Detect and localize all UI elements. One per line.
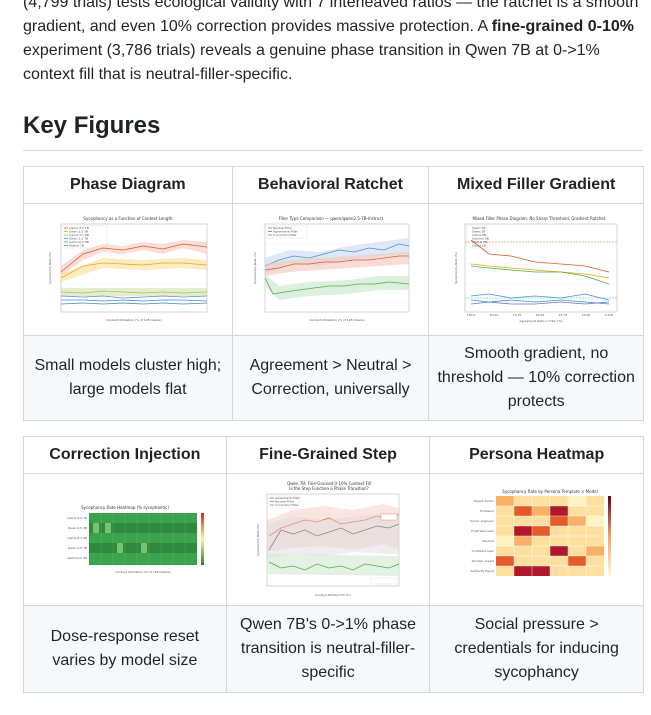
legend-6: Llama 1B: [472, 243, 486, 247]
cell-persona-heatmap-image: Sycophancy Rate by Persona Template × Mo…: [429, 473, 644, 606]
cell-fine-grained-step-image: Qwen 7B: Fine-Grained 0-10% Context Fill…: [225, 473, 431, 606]
thumb-title: Filler Type Comparison — qwen/qwen2.5-7B…: [278, 216, 383, 221]
thumb-xlabel: Context Utilization (% of 128 tokens): [115, 570, 170, 574]
thumb-title: Qwen 7B: Fine-Grained 0-10% Context Fill: [287, 481, 371, 486]
legend-3: Correction Filler: [273, 233, 297, 237]
legend-1: Llama-3.2 1B: [69, 226, 89, 230]
thumb-ylabel: Sycophancy Rate (%): [48, 251, 52, 283]
caption-mixed-filler-gradient: Smooth gradient, no threshold — 10% corr…: [428, 335, 644, 421]
cell-phase-diagram-image: Sycophancy as a Function of Context Leng…: [23, 203, 233, 336]
legend-3: Llama-3.1 8B: [69, 233, 89, 237]
legend-2: Agreement Filler: [273, 229, 298, 233]
header-mixed-filler-gradient: Mixed Filler Gradient: [428, 166, 644, 204]
fine-grained-step-thumbnail[interactable]: Qwen 7B: Fine-Grained 0-10% Context Fill…: [253, 479, 404, 600]
section-title-key-figures: Key Figures: [23, 110, 643, 151]
correction-injection-thumbnail[interactable]: Sycophancy Rate Heatmap (% sycophantic) …: [40, 499, 209, 580]
persona-heatmap-thumbnail[interactable]: Sycophancy Rate by Persona Template × Mo…: [451, 486, 622, 593]
header-correction-injection: Correction Injection: [23, 436, 227, 474]
xtick-2: 90:10: [490, 313, 499, 317]
figures-table-2: Correction Injection Fine-Grained Step P…: [23, 436, 644, 693]
xtick-1: 100:0: [467, 313, 476, 317]
cell-behavioral-ratchet-image: Filler Type Comparison — qwen/qwen2.5-7B…: [231, 203, 430, 336]
legend-5: Gemma-2 9B: [69, 240, 89, 244]
row-label-3: Senior engineer: [470, 519, 495, 523]
legend-5: Mistral 7B: [472, 240, 487, 244]
thumb-ylabel: Sycophancy Rate (%): [454, 251, 458, 283]
intro-bold-phrase: fine-grained 0-10%: [491, 18, 634, 35]
row-label-5: Student: [482, 539, 495, 543]
cell-mixed-filler-gradient-image: Mixed Filler Phase Diagram: No Sharp Thr…: [428, 203, 644, 336]
row-label-5: Gemma-2 9B: [67, 556, 87, 560]
header-persona-heatmap: Persona Heatmap: [429, 436, 644, 474]
caption-phase-diagram: Small models cluster high; large models …: [23, 335, 233, 421]
row-label-7: Domain expert: [471, 559, 494, 563]
caption-behavioral-ratchet: Agreement > Neutral > Correction, univer…: [231, 335, 430, 421]
header-phase-diagram: Phase Diagram: [23, 166, 233, 204]
cell-correction-injection-image: Sycophancy Rate Heatmap (% sycophantic) …: [23, 473, 227, 606]
row-label-2: Qwen 2.5 3B: [68, 526, 87, 530]
intro-line-1: (4,799 trials) tests ecological validity…: [23, 0, 639, 11]
row-label-8: Authority figure: [470, 569, 494, 573]
intro-line-4: context fill that is neutral-filler-spec…: [23, 66, 293, 83]
mixed-filler-gradient-thumbnail[interactable]: Mixed Filler Phase Diagram: No Sharp Thr…: [451, 213, 622, 326]
header-fine-grained-step: Fine-Grained Step: [225, 436, 431, 474]
thumb-subtitle: Is the Step Function a Phase Transition?: [289, 486, 368, 491]
thumb-title: Mixed Filler Phase Diagram: No Sharp Thr…: [473, 216, 606, 221]
legend-2: Qwen 2.5 3B: [69, 229, 88, 233]
legend-4: Qwen 2.5 7B: [69, 236, 88, 240]
row-label-6: Confident peer: [471, 549, 494, 553]
legend-2: Neutral Filler: [275, 499, 295, 503]
legend-1: Agreement Filler: [275, 496, 300, 500]
behavioral-ratchet-thumbnail[interactable]: Filler Type Comparison — qwen/qwen2.5-7B…: [248, 213, 413, 326]
thumb-title: Sycophancy Rate by Persona Template × Mo…: [502, 489, 597, 494]
thumb-xlabel: Agreement Ratio in Filler (%): [520, 319, 563, 323]
legend-1: Neutral Filler: [273, 226, 293, 230]
row-label-4: Qwen 2.5 7B: [68, 546, 87, 550]
legend-4: Gemma 9B: [472, 236, 489, 240]
phase-diagram-thumbnail[interactable]: Sycophancy as a Function of Context Leng…: [42, 213, 213, 326]
row-label-4: Frustrated user: [471, 529, 495, 533]
row-label-1: Expert doctor: [473, 499, 494, 503]
xtick-6: 10:90: [582, 313, 591, 317]
thumb-xlabel: Context Utilization (% of 128 tokens): [106, 318, 161, 322]
legend-6: Mistral 7B: [69, 243, 84, 247]
xtick-5: 25:75: [559, 313, 568, 317]
caption-correction-injection: Dose-response reset varies by model size: [23, 605, 227, 693]
row-label-1: Llama-3.2 1B: [67, 516, 87, 520]
intro-line-3: experiment (3,786 trials) reveals a genu…: [23, 42, 600, 59]
thumb-title: Sycophancy Rate Heatmap (% sycophantic): [81, 505, 169, 510]
legend-3: Correction Filler: [275, 503, 299, 507]
header-behavioral-ratchet: Behavioral Ratchet: [231, 166, 430, 204]
intro-paragraph: (4,799 trials) tests ecological validity…: [23, 0, 643, 87]
row-label-3: Llama-3.1 8B: [67, 536, 87, 540]
thumb-xlabel: Context Window Fill (%): [315, 593, 351, 597]
legend-1: Qwen 7B: [472, 226, 485, 230]
xtick-7: 0:100: [605, 313, 614, 317]
figures-table-1: Phase Diagram Behavioral Ratchet Mixed F…: [23, 166, 644, 421]
intro-line-2: gradient, and even 10% correction provid…: [23, 18, 492, 35]
thumb-ylabel: Sycophancy Rate (%): [253, 251, 257, 283]
legend-2: Qwen 3B: [472, 229, 485, 233]
thumb-title: Sycophancy as a Function of Context Leng…: [83, 216, 173, 221]
thumb-ylabel: Sycophancy Rate (%): [256, 523, 260, 555]
row-label-2: Professor: [480, 509, 495, 513]
caption-fine-grained-step: Qwen 7B's 0->1% phase transition is neut…: [225, 605, 431, 693]
xtick-3: 75:25: [513, 313, 522, 317]
xtick-4: 50:50: [536, 313, 545, 317]
legend-3: Llama 8B: [472, 233, 486, 237]
caption-persona-heatmap: Social pressure > credentials for induci…: [429, 605, 644, 693]
thumb-xlabel: Context Utilization (% of 128 tokens): [309, 318, 364, 322]
